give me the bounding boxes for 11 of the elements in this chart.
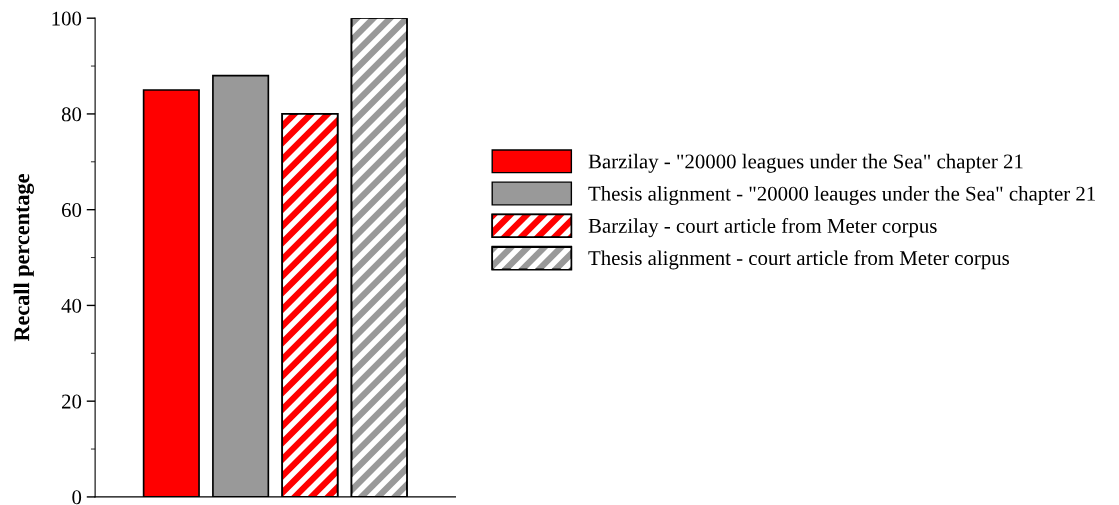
legend-label: Barzilay - court article from Meter corpus xyxy=(588,218,937,238)
y-tick-label: 0 xyxy=(72,490,82,505)
legend-label: Thesis alignment - court article from Meter corpus xyxy=(588,250,1010,270)
y-tick-label: 40 xyxy=(61,298,82,313)
legend-label: Barzilay - "20000 leagues under the Sea" chapter 21 xyxy=(588,153,1023,173)
y-tick-label: 60 xyxy=(61,203,82,218)
y-tick-label: 80 xyxy=(61,107,82,122)
legend-label: Thesis alignment - "20000 leauges under the Sea" chapter 21 xyxy=(588,186,1095,205)
y-tick-label: 100 xyxy=(52,11,82,26)
y-tick-label: 20 xyxy=(62,394,82,409)
y-axis-title: Recall percentage xyxy=(13,174,34,342)
